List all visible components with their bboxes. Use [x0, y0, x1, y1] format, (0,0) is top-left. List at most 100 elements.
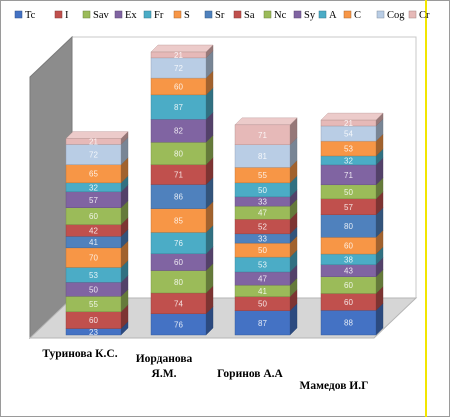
category-labels: Туринова К.С. Иорданова Я.М. Горинов А.А Мам…	[42, 348, 368, 392]
data-label-S: 60	[344, 242, 353, 251]
legend-label-Tc: Tc	[25, 10, 36, 21]
data-label-Ex: 43	[344, 267, 353, 276]
data-label-I: 50	[258, 300, 267, 309]
legend-label-Sa: Sa	[244, 10, 255, 21]
bars: 23 60 55 50 53 70 41 42 60 57 32 65 72 21 76 74 80 60 76 85…	[65, 44, 384, 337]
legend-label-Cr: Cr	[419, 10, 430, 21]
legend-swatch-Ex	[114, 10, 123, 19]
data-label-Tc: 76	[174, 320, 183, 329]
data-label-Sav: 80	[174, 278, 183, 287]
segment-Tc	[234, 310, 291, 336]
data-label-I: 60	[344, 298, 353, 307]
data-label-Sr: 33	[258, 234, 267, 243]
segment-Cr	[234, 124, 291, 145]
bar-stack-2: 76 74 80 60 76 85 86 71 80 82 87 60 72 21	[150, 44, 214, 336]
legend-label-Sy: Sy	[304, 10, 316, 21]
data-label-Ex: 60	[174, 258, 183, 267]
data-label-Cr: 21	[174, 51, 183, 60]
data-label-Sav: 41	[258, 287, 267, 296]
data-label-Nc: 60	[89, 212, 98, 221]
legend-swatch-Nc	[263, 10, 272, 19]
category-label-1: Туринова К.С.	[42, 348, 117, 360]
data-label-S: 85	[174, 217, 183, 226]
data-label-A: 87	[174, 103, 183, 112]
data-label-Sy: 33	[258, 197, 267, 206]
segment-Sr	[150, 184, 207, 209]
legend-label-Fr: Fr	[154, 10, 164, 21]
legend-swatch-Sr	[204, 10, 213, 19]
data-label-Fr: 53	[258, 261, 267, 270]
data-label-C: 65	[89, 170, 98, 179]
data-label-Fr: 76	[174, 239, 183, 248]
data-label-Tc: 87	[258, 319, 267, 328]
data-label-Sav: 55	[89, 300, 98, 309]
data-label-Tc: 23	[89, 328, 98, 337]
segment-Cr	[320, 119, 377, 127]
data-label-Sy: 57	[89, 196, 98, 205]
legend-swatch-Fr	[143, 10, 152, 19]
data-label-C: 60	[174, 82, 183, 91]
legend-label-Ex: Ex	[125, 10, 137, 21]
legend-swatch-I	[54, 10, 63, 19]
data-label-A: 32	[344, 156, 353, 165]
data-label-Cr: 21	[344, 119, 353, 128]
data-label-Cog: 54	[344, 130, 353, 139]
side-wall	[29, 35, 73, 340]
data-label-Nc: 80	[174, 149, 183, 158]
bar-stack-4: 88 60 60 43 38 60 80 57 50 71 32 53 54 21	[320, 112, 384, 336]
data-label-Cog: 72	[89, 151, 98, 160]
data-label-Cog: 72	[174, 64, 183, 73]
data-label-Sy: 71	[344, 171, 353, 180]
data-label-C: 53	[344, 145, 353, 154]
category-label-3: Горинов А.А	[217, 368, 283, 380]
data-label-Sa: 52	[258, 223, 267, 232]
data-label-A: 50	[258, 186, 267, 195]
segment-top-Cr	[234, 117, 298, 126]
category-label-4: Мамедов И.Г	[300, 380, 369, 392]
data-label-Sr: 41	[89, 238, 98, 247]
data-label-C: 55	[258, 171, 267, 180]
legend-label-Nc: Nc	[274, 10, 287, 21]
data-label-Cog: 81	[258, 152, 267, 161]
legend-swatch-S	[173, 10, 182, 19]
data-label-I: 74	[174, 299, 183, 308]
legend: Tc I Sav Ex Fr S Sr Sa Nc Sy A C Cog Cr	[14, 10, 430, 21]
segment-A	[150, 94, 207, 120]
legend-swatch-C	[343, 10, 352, 19]
data-label-Nc: 47	[258, 209, 267, 218]
legend-label-C: C	[354, 10, 361, 21]
legend-label-I: I	[65, 10, 69, 21]
legend-label-Sav: Sav	[93, 10, 110, 21]
data-label-I: 60	[89, 316, 98, 325]
legend-label-Cog: Cog	[387, 10, 405, 21]
segment-Cr	[65, 138, 122, 145]
legend-swatch-Sav	[82, 10, 91, 19]
window-edge	[425, 0, 427, 417]
legend-label-S: S	[184, 10, 190, 21]
data-label-Nc: 50	[344, 188, 353, 197]
legend-label-A: A	[329, 10, 337, 21]
legend-swatch-Sy	[293, 10, 302, 19]
segment-Tc	[320, 310, 377, 336]
data-label-Sav: 60	[344, 281, 353, 290]
legend-swatch-Cr	[408, 10, 417, 19]
legend-swatch-Cog	[376, 10, 385, 19]
data-label-Ex: 50	[89, 285, 98, 294]
data-label-S: 50	[258, 246, 267, 255]
data-label-Sa: 42	[89, 226, 98, 235]
data-label-Sr: 80	[344, 222, 353, 231]
bar-stack-1: 23 60 55 50 53 70 41 42 60 57 32 65 72 21	[65, 131, 129, 337]
data-label-Sa: 71	[174, 171, 183, 180]
data-label-Cr: 21	[89, 138, 98, 147]
data-label-A: 32	[89, 183, 98, 192]
data-label-Sy: 82	[174, 127, 183, 136]
legend-swatch-Tc	[14, 10, 23, 19]
legend-swatch-A	[318, 10, 327, 19]
data-label-Fr: 38	[344, 255, 353, 264]
data-label-Cr: 71	[258, 131, 267, 140]
data-label-Sa: 57	[344, 203, 353, 212]
data-label-Fr: 53	[89, 271, 98, 280]
legend-label-Sr: Sr	[215, 10, 225, 21]
data-label-Sr: 86	[174, 193, 183, 202]
